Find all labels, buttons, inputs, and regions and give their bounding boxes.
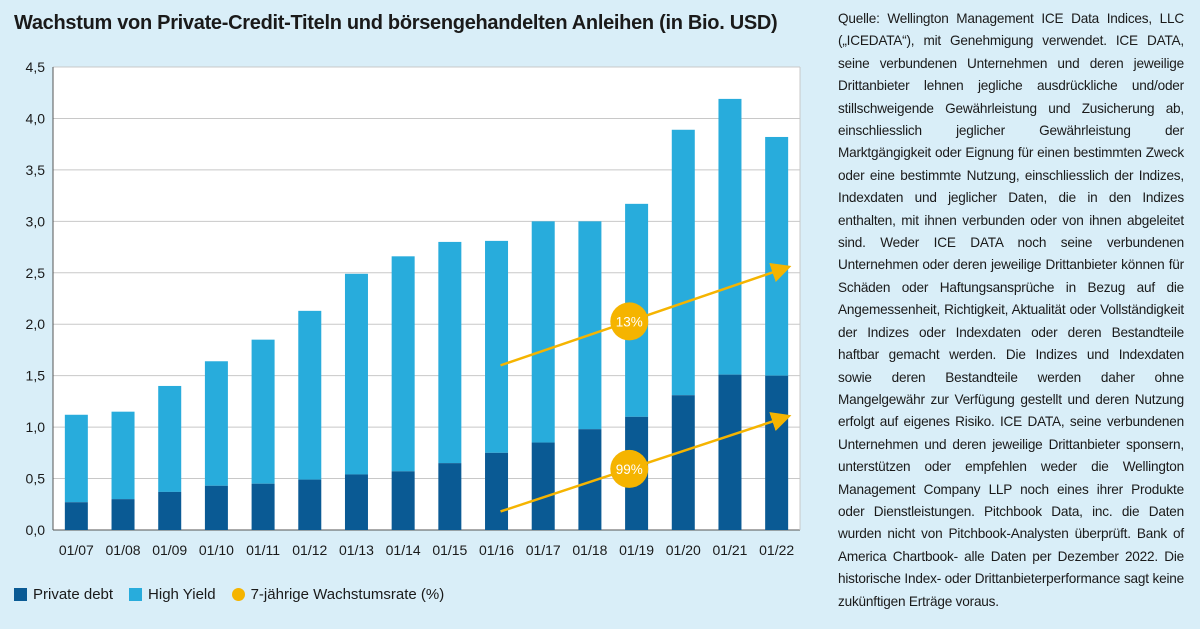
bar-high-yield <box>298 310 322 480</box>
bar-high-yield <box>485 240 509 453</box>
x-tick-label: 01/13 <box>339 542 374 558</box>
bar-high-yield <box>344 273 368 475</box>
source-note: Quelle: Wellington Management ICE Data I… <box>838 11 1184 609</box>
y-tick-label: 2,0 <box>26 316 46 332</box>
legend-item-private-debt: Private debt <box>14 586 113 603</box>
bar-high-yield <box>111 411 135 500</box>
bar-private-debt <box>64 502 88 530</box>
bar-private-debt <box>391 471 415 530</box>
bar-private-debt <box>485 452 509 530</box>
legend-swatch-high-yield <box>129 588 143 601</box>
x-tick-label: 01/14 <box>386 542 421 558</box>
x-tick-label: 01/22 <box>759 542 794 558</box>
bar-high-yield <box>204 361 228 486</box>
bar-high-yield <box>251 339 275 484</box>
bar-high-yield <box>671 129 695 396</box>
bar-private-debt <box>111 499 135 530</box>
bar-high-yield <box>391 256 415 472</box>
bar-private-debt <box>158 491 182 530</box>
bar-high-yield <box>578 221 602 430</box>
legend-label-private-debt: Private debt <box>33 586 114 603</box>
bar-private-debt <box>578 429 602 530</box>
chart-title: Wachstum von Private-Credit-Titeln und b… <box>14 12 778 34</box>
x-tick-label: 01/18 <box>572 542 607 558</box>
y-tick-label: 3,0 <box>26 213 46 229</box>
bar-private-debt <box>718 374 742 530</box>
bar-private-debt <box>531 442 555 530</box>
bar-private-debt <box>438 463 462 530</box>
growth-label: 99% <box>616 462 643 477</box>
bar-private-debt <box>204 485 228 530</box>
legend-dot-growth-rate <box>231 588 245 601</box>
y-tick-label: 0,0 <box>26 522 46 538</box>
growth-label: 13% <box>616 314 643 329</box>
y-tick-label: 0,5 <box>26 471 46 487</box>
bar-high-yield <box>438 241 462 464</box>
y-tick-label: 3,5 <box>26 162 46 178</box>
stacked-bar-chart: 0,0 0,5 1,0 1,5 2,0 2,5 3,0 3,5 4,0 4,5 01/07 01/08… <box>26 59 801 558</box>
legend-item-growth-rate: 7-jährige Wachstumsrate (%) <box>231 586 445 603</box>
x-tick-label: 01/15 <box>432 542 467 558</box>
bar-private-debt <box>671 395 695 530</box>
x-tick-label: 01/21 <box>712 542 747 558</box>
growth-badge <box>610 449 649 488</box>
y-tick-label: 4,0 <box>26 110 46 126</box>
bar-private-debt <box>251 483 275 530</box>
bar-high-yield <box>531 221 555 443</box>
growth-badge <box>610 302 649 341</box>
bar-high-yield <box>158 385 182 492</box>
y-tick-label: 1,0 <box>26 419 46 435</box>
x-tick-label: 01/09 <box>152 542 187 558</box>
x-tick-label: 01/07 <box>59 542 94 558</box>
legend-label-growth-rate: 7-jährige Wachstumsrate (%) <box>250 586 445 603</box>
legend-label-high-yield: High Yield <box>148 586 216 603</box>
bar-high-yield <box>718 98 742 375</box>
bar-high-yield <box>765 136 789 376</box>
x-tick-label: 01/20 <box>666 542 701 558</box>
legend: Private debt High Yield 7-jährige Wachst… <box>14 586 460 603</box>
x-tick-label: 01/12 <box>292 542 327 558</box>
y-tick-label: 2,5 <box>26 265 46 281</box>
y-tick-label: 4,5 <box>26 59 46 75</box>
x-tick-label: 01/11 <box>246 542 280 558</box>
x-tick-label: 01/17 <box>526 542 561 558</box>
y-tick-label: 1,5 <box>26 368 46 384</box>
bar-private-debt <box>765 375 789 530</box>
x-tick-label: 01/16 <box>479 542 514 558</box>
bar-high-yield <box>64 414 88 503</box>
x-tick-label: 01/08 <box>106 542 141 558</box>
bar-private-debt <box>344 474 368 530</box>
x-tick-label: 01/10 <box>199 542 234 558</box>
x-tick-label: 01/19 <box>619 542 654 558</box>
legend-item-high-yield: High Yield <box>129 586 216 603</box>
bar-private-debt <box>298 479 322 530</box>
legend-swatch-private-debt <box>14 588 27 601</box>
